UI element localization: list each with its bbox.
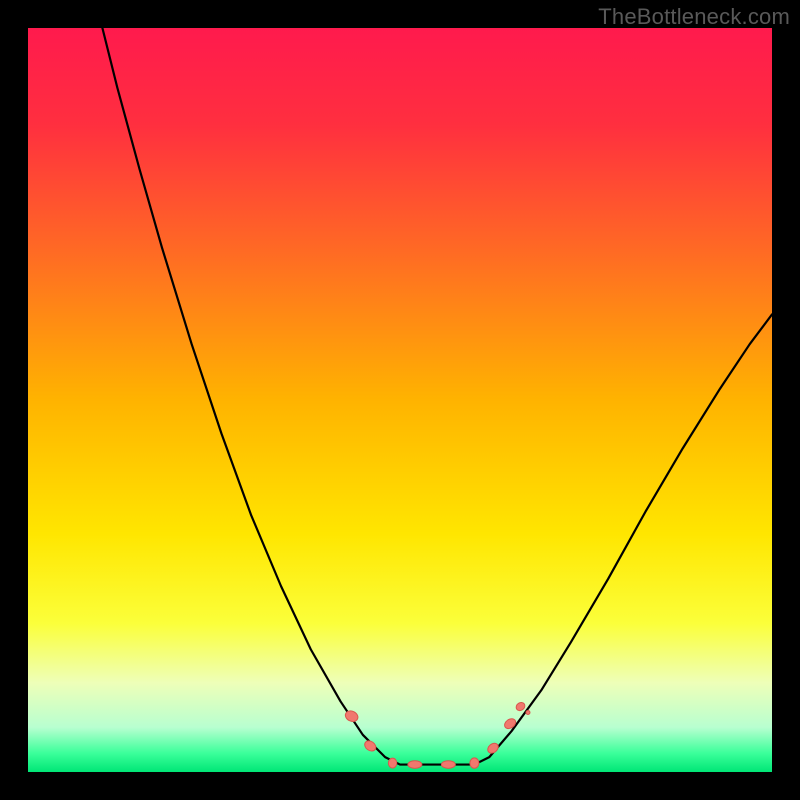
chart-frame: TheBottleneck.com [0, 0, 800, 800]
marker-point [470, 758, 479, 768]
chart-svg [0, 0, 800, 800]
marker-point [526, 710, 530, 714]
marker-point [408, 761, 422, 769]
marker-point [388, 758, 396, 768]
marker-point [441, 761, 455, 769]
plot-background [28, 28, 772, 772]
watermark-text: TheBottleneck.com [598, 4, 790, 30]
